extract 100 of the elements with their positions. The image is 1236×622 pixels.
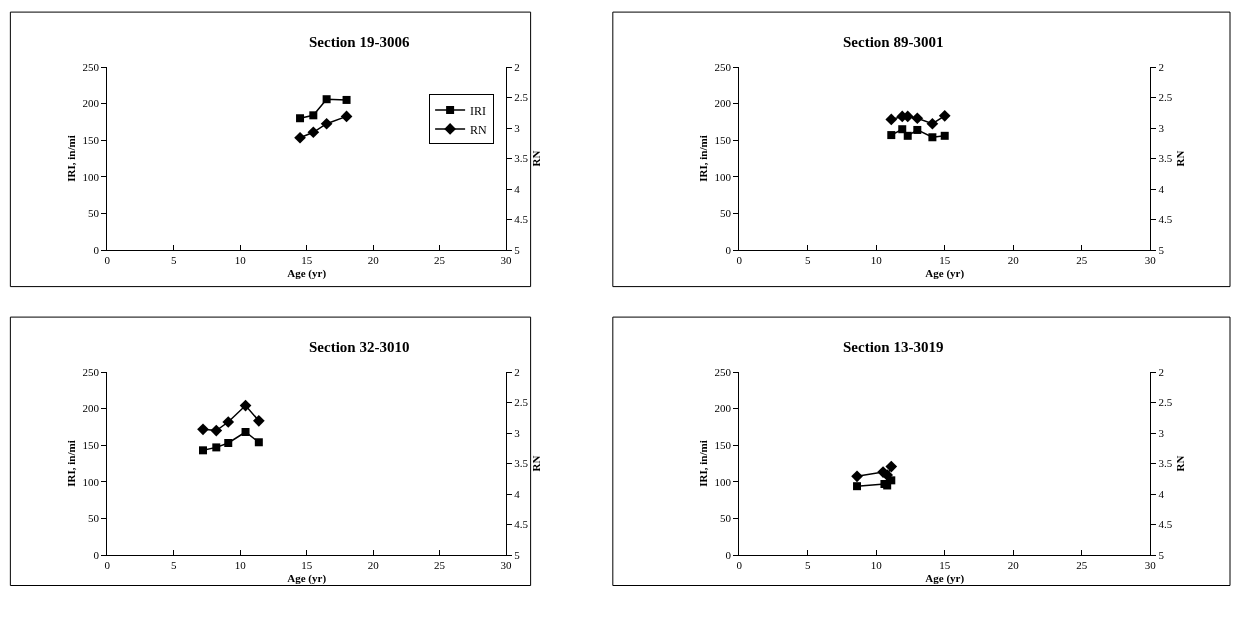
y-axis-title: IRI, in/mi [697,440,710,487]
y-tick-label: 250 [714,365,732,378]
y2-tick-label: 2 [1158,60,1164,73]
x-axis-title: Age (yr) [287,572,327,586]
x-tick-label: 5 [171,559,178,572]
y-axis-title: IRI, in/mi [65,440,78,487]
y2-tick-label: 2 [514,365,520,378]
y2-tick-label: 5 [514,243,521,256]
y-tick-label: 150 [82,134,100,147]
x-tick-label: 30 [500,254,513,267]
x-tick-label: 30 [500,559,513,572]
y2-axis-title: RN [1173,455,1186,472]
x-tick-label: 30 [1144,254,1157,267]
point [903,131,912,140]
y2-tick-label: 5 [1158,548,1165,561]
y-tick-label: 150 [714,439,732,452]
point [938,109,951,122]
y2-tick-label: 3 [1158,121,1165,134]
y-tick-label: 0 [725,548,732,561]
point [940,131,949,140]
y2-tick-label: 4.5 [1158,213,1173,226]
point [309,111,318,120]
y2-tick-label: 2.5 [1158,396,1173,409]
y-tick-label: 50 [720,207,732,220]
x-tick-label: 30 [1144,559,1157,572]
x-axis-title: Age (yr) [287,267,327,281]
chart-title: Section 89-3001 [843,34,944,50]
y-tick-label: 200 [714,402,732,415]
x-tick-label: 15 [939,559,951,572]
x-tick-label: 10 [870,559,883,572]
legend-label: RN [470,122,488,137]
y2-tick-label: 4 [514,182,521,195]
y2-tick-label: 5 [1158,243,1165,256]
y2-tick-label: 2.5 [1158,91,1173,104]
point [928,133,937,142]
y-tick-label: 0 [93,243,100,256]
y-tick-label: 150 [82,439,100,452]
point [222,416,235,428]
y2-tick-label: 3 [514,121,521,134]
y-tick-label: 100 [82,170,100,183]
point [210,424,223,437]
x-tick-label: 5 [804,254,811,267]
x-tick-label: 15 [301,559,313,572]
y2-tick-label: 4.5 [514,518,529,531]
y2-tick-label: 4 [1158,182,1165,195]
point [911,112,924,125]
legend-label: IRI [470,103,487,118]
x-tick-label: 0 [104,559,111,572]
y2-tick-label: 3 [514,426,521,439]
x-tick-label: 25 [1076,254,1088,267]
y-tick-label: 0 [725,243,732,256]
x-tick-label: 25 [434,254,446,267]
x-tick-label: 20 [1007,559,1020,572]
x-axis-title: Age (yr) [925,572,965,586]
chart-title: Section 32-3010 [309,339,410,355]
y2-tick-label: 4.5 [1158,518,1173,531]
chart-title: Section 13-3019 [843,339,944,355]
y-tick-label: 200 [82,402,100,415]
x-tick-label: 0 [104,254,111,267]
point [199,446,207,455]
y2-tick-label: 3 [1158,426,1165,439]
x-tick-label: 25 [434,559,446,572]
point [241,428,250,437]
y2-tick-label: 2.5 [514,91,529,104]
y-tick-label: 50 [720,512,732,525]
y-tick-label: 100 [714,170,732,183]
chart-title: Section 19-3006 [309,34,410,50]
y2-tick-label: 3.5 [1158,457,1173,470]
y-axis-title: IRI, in/mi [697,135,710,182]
x-tick-label: 10 [870,254,883,267]
point [913,125,922,134]
y-tick-label: 50 [88,207,100,220]
point [340,110,353,123]
x-axis-title: Age (yr) [925,267,965,281]
x-tick-label: 25 [1076,559,1088,572]
point [296,114,305,123]
x-tick-label: 20 [367,254,380,267]
y-tick-label: 100 [82,475,100,488]
x-tick-label: 15 [301,254,313,267]
point [885,460,898,473]
point [224,439,233,447]
point [342,95,351,104]
x-tick-label: 5 [171,254,178,267]
x-tick-label: 0 [736,559,743,572]
y2-tick-label: 3.5 [514,457,529,470]
y2-tick-label: 2 [1158,365,1164,378]
point [887,131,896,140]
y-tick-label: 100 [714,475,732,488]
y-tick-label: 200 [714,97,732,110]
y-axis-title: IRI, in/mi [65,135,78,182]
point [307,126,320,139]
point [212,443,221,452]
point [851,470,863,483]
point [294,131,306,144]
y-tick-label: 50 [88,512,100,525]
x-tick-label: 20 [1007,254,1020,267]
y-tick-label: 200 [82,97,100,110]
point [926,117,939,130]
x-tick-label: 0 [736,254,743,267]
x-tick-label: 15 [939,254,951,267]
